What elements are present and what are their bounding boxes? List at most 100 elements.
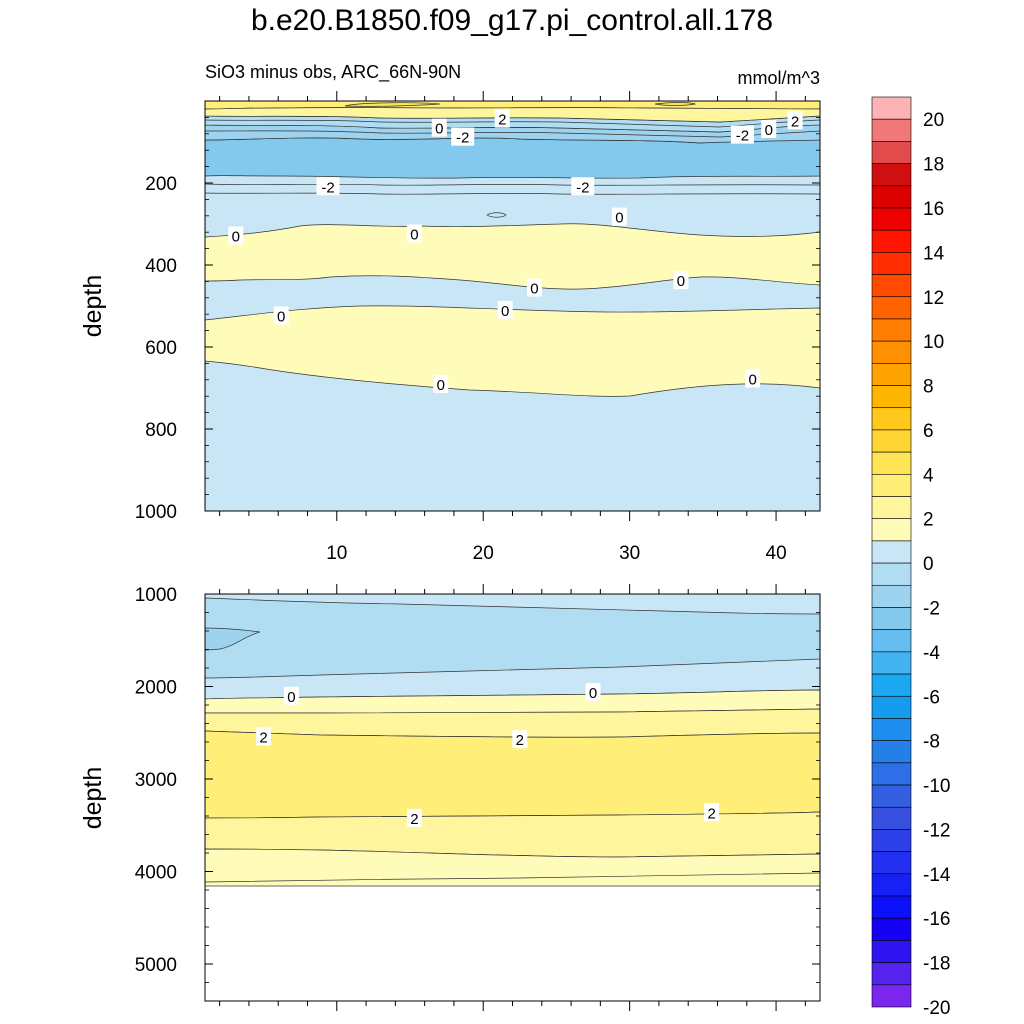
- lower-panel: 1000 2000 3000 4000 5000 0 0 2 2 2 2: [135, 584, 821, 1011]
- contour-label-bg: [451, 127, 475, 146]
- upper-contour-line: [205, 192, 820, 195]
- y-tick-label: 3000: [135, 770, 177, 791]
- colorbar-label: -2: [923, 598, 940, 619]
- contour-label: 0: [589, 685, 597, 702]
- colorbar-swatch: [871, 252, 912, 275]
- colorbar-label: 0: [923, 554, 934, 575]
- contour-label: 2: [516, 732, 524, 749]
- colorbar-label: 6: [923, 421, 934, 442]
- x-tick-label: 40: [766, 543, 787, 564]
- colorbar-swatch: [871, 207, 912, 231]
- upper-y-axis-title: depth: [79, 275, 107, 338]
- contour-label: -2: [321, 179, 334, 196]
- colorbar-swatch: [871, 540, 912, 564]
- contour-label-bg: [761, 119, 777, 138]
- colorbar-swatch: [871, 584, 912, 608]
- upper-negative-band: [205, 137, 820, 179]
- x-tick-label: 20: [473, 543, 494, 564]
- y-tick-label: 200: [145, 174, 177, 195]
- chart-subtitle: SiO3 minus obs, ARC_66N-90N: [205, 62, 462, 82]
- colorbar-swatch: [871, 695, 912, 719]
- contour-label: 0: [501, 303, 509, 320]
- colorbar-label: -6: [923, 687, 940, 708]
- colorbar-swatch: [871, 163, 912, 187]
- lower-y-axis-title: depth: [79, 767, 107, 830]
- colorbar-swatch: [871, 229, 912, 253]
- contour-label: 0: [435, 121, 443, 138]
- colorbar-label: -8: [923, 732, 940, 753]
- colorbar-swatch: [871, 873, 912, 897]
- contour-label-bg: [497, 301, 513, 320]
- colorbar-swatch: [871, 806, 912, 830]
- contour-label: 0: [677, 273, 685, 290]
- colorbar-swatch: [871, 407, 912, 431]
- colorbar-swatch: [871, 762, 912, 786]
- colorbar-swatch: [871, 651, 912, 675]
- contour-label-bg: [745, 369, 761, 388]
- upper-contour-line: [205, 119, 820, 128]
- colorbar-label: -10: [923, 776, 950, 797]
- upper-small-pocket: [486, 212, 507, 218]
- contour-label: 0: [437, 377, 445, 394]
- colorbar-swatch: [871, 274, 912, 298]
- upper-positive-band-deep: [205, 305, 820, 397]
- colorbar-swatch: [871, 141, 912, 164]
- colorbar-label: -12: [923, 820, 950, 841]
- colorbar-swatch: [871, 118, 912, 142]
- contour-label: 2: [791, 113, 799, 130]
- contour-label-bg: [494, 109, 510, 128]
- lower-negative-pocket: [205, 627, 261, 651]
- contour-label-bg: [571, 177, 595, 196]
- y-tick-label: 1000: [135, 585, 177, 606]
- lower-contour-line: [205, 872, 820, 883]
- colorbar-label: 14: [923, 243, 945, 264]
- x-tick-label: 10: [326, 543, 347, 564]
- colorbar: 20181614121086420-2-4-6-8-10-12-14-16-18…: [871, 96, 951, 1019]
- contour-label-bg: [433, 374, 449, 393]
- colorbar-label: -20: [923, 998, 950, 1019]
- contour-label-bg: [316, 177, 340, 196]
- y-tick-label: 800: [145, 420, 177, 441]
- contour-label: 2: [410, 811, 418, 828]
- colorbar-label: 2: [923, 510, 934, 531]
- chart-title: b.e20.B1850.f09_g17.pi_control.all.178: [250, 4, 774, 37]
- colorbar-label: 8: [923, 377, 934, 398]
- colorbar-swatch: [871, 385, 912, 409]
- colorbar-label: 4: [923, 465, 934, 486]
- lower-positive-band-5: [205, 848, 820, 887]
- units-label: mmol/m^3: [737, 68, 820, 88]
- contour-label: 0: [277, 308, 285, 325]
- colorbar-label: -14: [923, 865, 951, 886]
- colorbar-label: 16: [923, 199, 944, 220]
- contour-label-bg: [704, 803, 720, 822]
- contour-label: -2: [456, 130, 469, 147]
- contour-label-bg: [283, 686, 299, 705]
- contour-label: 0: [287, 689, 295, 706]
- colorbar-swatch: [871, 340, 912, 364]
- colorbar-label: -18: [923, 954, 950, 975]
- y-tick-label: 1000: [135, 502, 177, 523]
- contour-label: 0: [765, 122, 773, 139]
- y-tick-label: 600: [145, 338, 177, 359]
- colorbar-swatch: [871, 607, 912, 630]
- colorbar-swatch: [871, 962, 912, 986]
- contour-label: 2: [707, 805, 715, 822]
- upper-surface-blob-2: [654, 102, 697, 106]
- colorbar-label: 10: [923, 332, 944, 353]
- y-tick-label: 400: [145, 256, 177, 277]
- colorbar-swatch: [871, 318, 912, 342]
- contour-label: 0: [748, 372, 756, 389]
- contour-label: 2: [259, 729, 267, 746]
- colorbar-swatch: [871, 629, 912, 653]
- colorbar-swatch: [871, 185, 912, 209]
- colorbar-swatch: [871, 451, 912, 475]
- contour-label-bg: [787, 111, 803, 130]
- colorbar-swatch: [871, 562, 912, 586]
- colorbar-label: -4: [923, 643, 940, 664]
- contour-label-bg: [611, 207, 627, 226]
- contour-label-bg: [673, 271, 689, 290]
- contour-label-bg: [585, 683, 601, 702]
- contour-label: 2: [498, 112, 506, 129]
